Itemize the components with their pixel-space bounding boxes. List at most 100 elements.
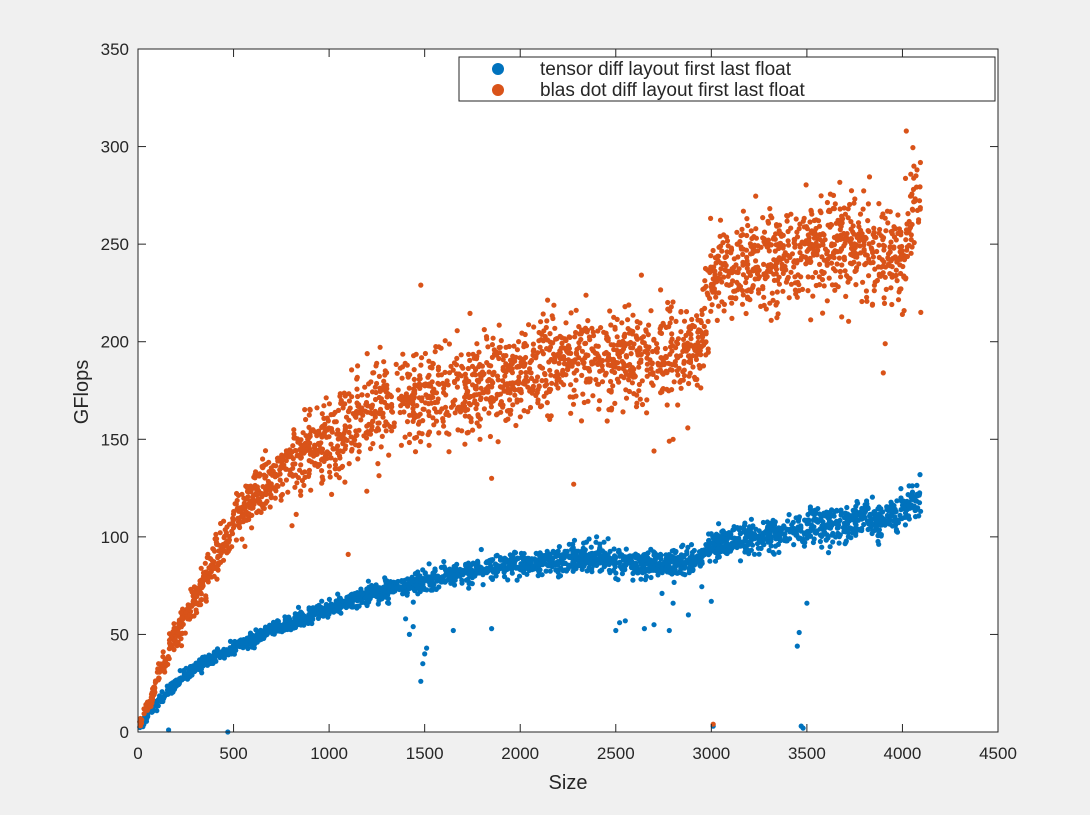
tensor-point: [570, 545, 576, 551]
tensor-point: [848, 535, 854, 541]
blas-point: [626, 388, 633, 395]
blas-point: [423, 392, 429, 398]
tensor-point: [755, 545, 762, 551]
blas-point: [634, 325, 641, 331]
blas-point: [683, 332, 689, 338]
blas-point: [533, 378, 539, 384]
tensor-point: [443, 578, 449, 584]
blas-point: [887, 263, 893, 269]
tensor-point: [374, 589, 380, 595]
tensor-point: [641, 562, 647, 568]
tensor-point: [438, 564, 444, 571]
blas-point: [333, 472, 339, 478]
tensor-point: [655, 572, 661, 578]
tensor-point: [771, 521, 777, 527]
blas-point: [716, 290, 722, 296]
tensor-point: [611, 546, 617, 552]
blas-point: [738, 233, 744, 239]
blas-point: [517, 414, 523, 420]
blas-point: [383, 428, 389, 434]
blas-point: [184, 606, 191, 612]
blas-point: [503, 369, 509, 375]
blas-point: [701, 285, 708, 291]
blas-point: [256, 473, 262, 479]
blas-point: [234, 497, 240, 504]
blas-point: [539, 378, 545, 384]
blas-point: [836, 255, 843, 261]
tensor-point: [749, 542, 756, 548]
tensor-point: [300, 614, 307, 620]
tensor-point-outlier: [708, 598, 714, 604]
tensor-point: [261, 635, 267, 642]
tensor-point: [681, 565, 688, 571]
tensor-point: [765, 530, 771, 537]
blas-point: [887, 209, 893, 215]
blas-point: [208, 556, 214, 562]
blas-point: [433, 344, 439, 350]
blas-point: [604, 418, 610, 424]
blas-point: [712, 268, 718, 274]
blas-point: [355, 456, 361, 462]
blas-point: [262, 448, 269, 454]
blas-point: [614, 347, 620, 354]
blas-point: [806, 246, 813, 252]
blas-point: [301, 482, 307, 488]
blas-point: [230, 525, 237, 531]
tensor-point: [579, 566, 585, 573]
blas-point: [792, 287, 799, 293]
blas-point: [319, 434, 325, 440]
blas-point: [765, 220, 772, 226]
blas-point: [761, 271, 767, 277]
tensor-point: [255, 632, 261, 639]
blas-point: [511, 386, 517, 392]
tensor-point: [838, 507, 844, 513]
tensor-point: [427, 581, 433, 587]
blas-point: [912, 198, 918, 204]
tensor-point: [319, 611, 325, 617]
tensor-point: [804, 528, 811, 534]
tensor-point: [382, 584, 388, 590]
blas-point: [774, 289, 780, 295]
blas-point: [416, 376, 422, 382]
blas-point: [644, 355, 650, 361]
tensor-point-outlier: [800, 725, 806, 731]
blas-point: [702, 305, 708, 311]
blas-point: [693, 356, 700, 363]
blas-point: [708, 253, 714, 259]
tensor-point: [688, 542, 695, 548]
tensor-point: [296, 619, 302, 626]
blas-point: [765, 263, 771, 270]
blas-point: [880, 263, 886, 269]
tensor-point: [760, 530, 767, 536]
blas-point: [876, 254, 882, 261]
tensor-point: [697, 563, 704, 569]
blas-point: [646, 322, 652, 328]
blas-point: [808, 317, 814, 323]
blas-point: [876, 230, 882, 236]
blas-point: [641, 340, 647, 346]
blas-point: [831, 242, 838, 248]
blas-point: [412, 435, 418, 441]
blas-point: [342, 479, 348, 485]
blas-point: [412, 382, 418, 388]
blas-point: [544, 318, 550, 324]
blas-point: [267, 504, 273, 510]
tensor-point: [642, 577, 649, 583]
blas-point: [550, 315, 556, 322]
tensor-point: [598, 548, 604, 554]
tensor-point: [785, 518, 791, 524]
blas-point: [394, 370, 400, 376]
blas-point: [768, 317, 774, 323]
blas-point: [554, 373, 560, 379]
tensor-point: [902, 522, 909, 528]
tensor-point: [843, 521, 849, 527]
blas-point: [838, 274, 844, 280]
tensor-point: [882, 520, 888, 527]
blas-point: [277, 467, 283, 473]
blas-point: [406, 385, 412, 391]
blas-point: [346, 398, 352, 404]
blas-point: [466, 351, 472, 357]
tensor-point: [497, 563, 503, 569]
blas-point: [490, 372, 496, 378]
blas-point: [628, 351, 634, 357]
